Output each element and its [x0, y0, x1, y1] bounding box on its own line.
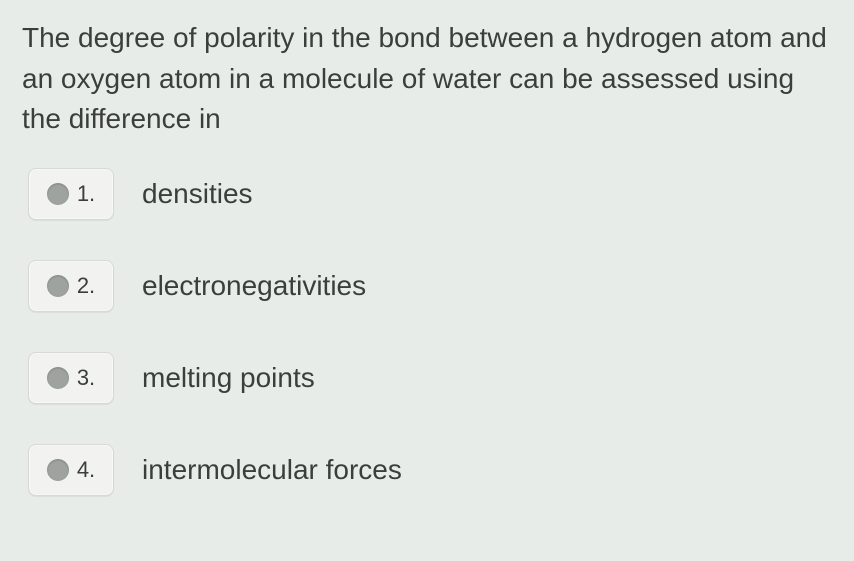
option-button-3[interactable]: 3. — [28, 352, 114, 404]
option-button-2[interactable]: 2. — [28, 260, 114, 312]
option-number: 2. — [77, 273, 95, 299]
option-row-4: 4. intermolecular forces — [28, 444, 832, 496]
option-button-1[interactable]: 1. — [28, 168, 114, 220]
option-row-2: 2. electronegativities — [28, 260, 832, 312]
radio-icon — [47, 183, 69, 205]
radio-icon — [47, 367, 69, 389]
option-row-1: 1. densities — [28, 168, 832, 220]
option-label-3: melting points — [142, 362, 315, 394]
radio-icon — [47, 275, 69, 297]
option-button-4[interactable]: 4. — [28, 444, 114, 496]
question-text: The degree of polarity in the bond betwe… — [22, 18, 832, 140]
option-label-2: electronegativities — [142, 270, 366, 302]
radio-icon — [47, 459, 69, 481]
option-number: 4. — [77, 457, 95, 483]
option-row-3: 3. melting points — [28, 352, 832, 404]
option-number: 1. — [77, 181, 95, 207]
option-label-4: intermolecular forces — [142, 454, 402, 486]
option-number: 3. — [77, 365, 95, 391]
option-label-1: densities — [142, 178, 253, 210]
options-list: 1. densities 2. electronegativities 3. m… — [28, 168, 832, 496]
